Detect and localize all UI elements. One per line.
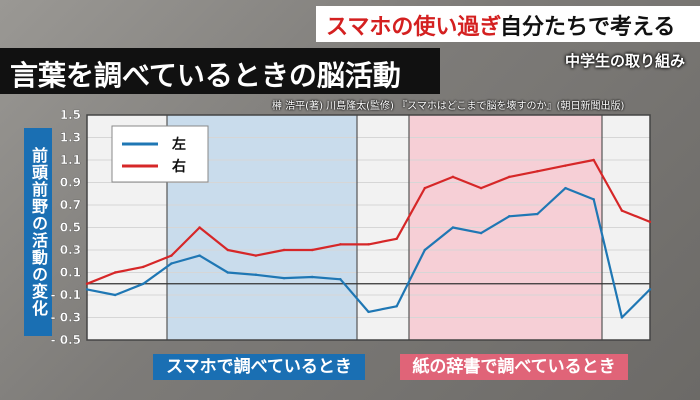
y-tick-label: 0.7 (60, 198, 81, 212)
page-title: 言葉を調べているときの脳活動 (10, 59, 401, 92)
data-point (508, 215, 511, 218)
data-point (648, 220, 652, 224)
banner-red-text: スマホの使い過ぎ (326, 15, 502, 40)
credit-line: 榊 浩平(著) 川島隆太(監修) 『スマホはどこまで脳を壊すのか』(朝日新聞出版… (272, 101, 625, 112)
y-tick-label: - 0.5 (51, 333, 81, 347)
data-point (142, 282, 145, 285)
data-point (142, 265, 145, 269)
data-point (536, 170, 539, 173)
data-point (367, 310, 370, 314)
data-point (367, 243, 370, 246)
data-point (451, 175, 455, 179)
data-point (620, 316, 624, 319)
data-point (226, 248, 229, 252)
legend-label: 左 (171, 136, 186, 153)
data-point (479, 186, 483, 190)
data-point (339, 278, 342, 281)
y-tick-label: 1.1 (60, 153, 81, 167)
smartphone-region-caption: スマホで調べているとき (153, 354, 365, 380)
data-point (113, 271, 117, 274)
top-banner: スマホの使い過ぎ 自分たちで考える (300, 6, 700, 42)
y-tick-label: 0.3 (60, 243, 81, 257)
subcaption: 中学生の取り組み (565, 52, 686, 70)
banner-box (316, 6, 700, 42)
data-point (311, 248, 314, 252)
data-point (198, 254, 201, 257)
y-tick-label: 0.9 (60, 176, 81, 190)
data-point (395, 237, 398, 240)
y-tick-label: 1.3 (60, 131, 81, 145)
banner-black-text: 自分たちで考える (500, 15, 676, 40)
data-point (282, 248, 286, 252)
y-axis-label: 前頭前野の活動の変化 (24, 128, 52, 336)
data-point (254, 273, 258, 276)
plot-frame (86, 114, 651, 341)
data-point (564, 186, 567, 190)
data-point (254, 254, 258, 257)
y-tick-label: - 0.3 (51, 311, 81, 325)
title-box: 言葉を調べているときの脳活動 (0, 48, 440, 94)
data-point (198, 226, 201, 229)
data-point (508, 175, 511, 179)
y-tick-label: 0.5 (60, 221, 81, 235)
data-point (423, 186, 426, 190)
data-point (592, 158, 595, 162)
data-point (451, 226, 455, 229)
y-tick-label: - 0.1 (51, 288, 81, 302)
y-tick-label: 0.1 (60, 266, 81, 280)
data-point (85, 282, 89, 285)
data-point (113, 293, 117, 297)
data-point (479, 231, 483, 235)
data-point (226, 271, 229, 274)
data-point (592, 198, 595, 201)
data-point (536, 212, 539, 216)
data-point (564, 164, 567, 167)
data-point (282, 276, 286, 280)
data-point (170, 254, 173, 257)
data-point (170, 262, 173, 265)
data-point (395, 305, 398, 308)
dictionary-region-caption: 紙の辞書で調べているとき (400, 354, 628, 380)
data-point (311, 275, 314, 279)
data-point (648, 288, 652, 291)
data-point (85, 288, 89, 291)
legend-label: 右 (171, 158, 186, 175)
legend-box (111, 125, 209, 183)
data-point (339, 243, 342, 246)
data-point (620, 209, 624, 212)
y-tick-label: 1.5 (60, 108, 81, 122)
data-point (423, 248, 426, 252)
